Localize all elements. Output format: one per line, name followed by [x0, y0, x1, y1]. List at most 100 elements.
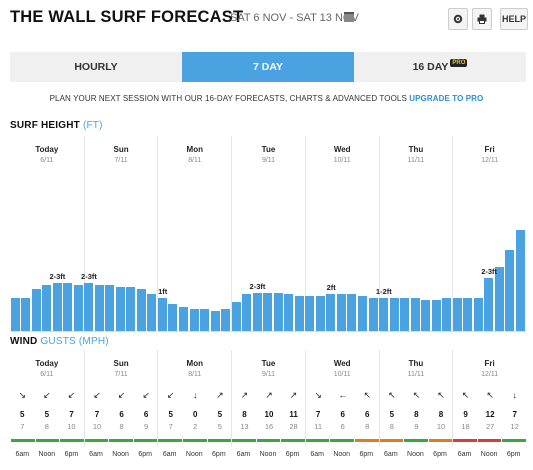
surf-bar: [358, 296, 368, 331]
surf-day-label: 1ft: [158, 287, 168, 296]
wind-rating-bar: [330, 439, 354, 442]
surf-unit: (FT): [82, 120, 103, 131]
wind-arrow-icon: ↗: [240, 390, 249, 400]
wind-time-label: Noon: [112, 451, 129, 458]
settings-button[interactable]: [448, 8, 468, 30]
surf-bar: [294, 296, 304, 331]
wind-rating-bar: [281, 439, 305, 442]
surf-bar: [473, 298, 483, 331]
tab-hourly[interactable]: HOURLY: [10, 52, 182, 82]
wind-arrow-icon: ←: [338, 390, 348, 400]
surf-day-label: 1-2ft: [375, 287, 392, 296]
surf-bar: [42, 285, 52, 331]
wind-speed: 0: [193, 410, 198, 419]
wind-gust: 5: [217, 422, 222, 431]
wind-time-label: Noon: [185, 451, 203, 458]
wind-day-name: Fri: [484, 359, 495, 368]
promo-text: PLAN YOUR NEXT SESSION WITH OUR 16-DAY F…: [49, 94, 407, 103]
pro-badge: PRO: [450, 59, 468, 67]
wind-table: Today 6/11 ↘ 5 7 ↙ 5 8 ↙ 7 10 Sun 7/11 ↙ 7 10 ↙ 6 8 ↙ 6 9 Mon 8…: [10, 350, 526, 446]
surf-day-column: Thu 11/11: [378, 136, 453, 332]
surf-day-date: 8/11: [188, 157, 202, 164]
wind-time-label: 6pm: [138, 451, 152, 458]
wind-day-date: 12/11: [481, 371, 499, 378]
surf-bar: [52, 283, 62, 331]
surf-height-chart: Today 6/11 Sun 7/11 Mon 8/11 Tue 9/11 Wed 10/11 Th…: [10, 136, 526, 332]
surf-bar: [400, 298, 410, 331]
surf-bar: [463, 298, 473, 331]
wind-day-date: 8/11: [188, 371, 202, 378]
surf-bar: [379, 298, 389, 331]
wind-time-label: Noon: [259, 451, 277, 458]
wind-gust: 7: [20, 422, 25, 431]
surf-bar: [273, 292, 283, 331]
surf-bar: [168, 303, 178, 331]
wind-rating-bar: [109, 439, 133, 442]
wind-gust: 9: [414, 422, 419, 431]
wind-arrow-icon: ↙: [93, 390, 101, 400]
wind-gust: 10: [67, 422, 76, 431]
wind-speed: 7: [94, 410, 100, 419]
surf-bar: [31, 288, 41, 331]
wind-speed: 11: [289, 410, 298, 419]
wind-day-date: 7/11: [114, 371, 128, 378]
wind-arrow-icon: ↙: [142, 390, 150, 400]
surf-day-column: Wed 10/11: [304, 136, 379, 332]
surf-bar: [10, 298, 20, 331]
page-header: THE WALL SURF FORECAST SAT 6 NOV - SAT 1…: [10, 8, 528, 30]
wind-gust: 13: [240, 422, 249, 431]
wind-speed: 8: [414, 410, 419, 419]
wind-day-column: Fri 12/11 ↖ 9 18 ↖ 12 27 ↓ 7 12: [452, 350, 526, 446]
wind-rating-bar: [232, 439, 256, 442]
wind-speed: 8: [438, 410, 444, 419]
tab-16-day[interactable]: 16 DAY PRO: [354, 52, 526, 82]
wind-gust: 2: [193, 422, 198, 431]
surf-bar: [494, 266, 504, 331]
print-icon: [477, 14, 487, 24]
tab-7-day-label: 7 DAY: [253, 61, 283, 73]
surf-day-date: 10/11: [333, 157, 351, 164]
help-button[interactable]: HELP: [500, 8, 528, 30]
wind-gust: 12: [510, 422, 519, 431]
wind-rating-bar: [183, 439, 207, 442]
surf-day-date: 7/11: [114, 157, 128, 164]
surf-day-name: Tue: [261, 145, 276, 154]
surf-day-name: Thu: [408, 145, 424, 154]
wind-gust: 27: [485, 422, 495, 431]
wind-day-date: 11/11: [407, 371, 425, 378]
tab-7-day[interactable]: 7 DAY: [182, 52, 354, 82]
surf-bar: [231, 301, 241, 331]
surf-bar: [515, 230, 525, 331]
wind-arrow-icon: ↙: [117, 390, 126, 400]
surf-bar: [189, 309, 199, 331]
upgrade-link[interactable]: UPGRADE TO PRO: [409, 94, 484, 103]
wind-rating-bar: [428, 439, 453, 442]
surf-day-column: Mon 8/11: [157, 136, 231, 332]
surf-day-date: 6/11: [40, 157, 54, 164]
surf-bar: [347, 294, 357, 331]
forecast-tabs: HOURLY 7 DAY 16 DAY PRO: [10, 52, 526, 82]
wind-time-label: Noon: [480, 451, 498, 458]
wind-speed: 9: [463, 410, 468, 419]
wind-time-label: Noon: [407, 451, 424, 458]
wind-arrow-icon: ↖: [412, 390, 421, 400]
wind-gust: 10: [436, 422, 446, 431]
wind-speed: 5: [168, 410, 173, 419]
wind-speed: 6: [143, 410, 149, 419]
wind-rating-bar: [453, 439, 477, 442]
surf-bar: [389, 298, 399, 331]
surf-bar: [336, 294, 346, 331]
surf-bar: [73, 285, 83, 331]
wind-rating-bar: [404, 439, 428, 442]
print-button[interactable]: [472, 8, 492, 30]
calendar-icon[interactable]: [344, 12, 354, 22]
surf-bar: [431, 299, 441, 331]
wind-rating-bar: [35, 439, 60, 442]
surf-day-label: 2ft: [326, 283, 336, 293]
surf-bar: [178, 307, 188, 331]
wind-time-label: 6pm: [433, 451, 447, 458]
surf-day-date: 9/11: [261, 157, 276, 164]
wind-rating-bar: [502, 439, 526, 442]
wind-speed: 6: [119, 410, 124, 419]
wind-gust: 10: [92, 422, 102, 431]
